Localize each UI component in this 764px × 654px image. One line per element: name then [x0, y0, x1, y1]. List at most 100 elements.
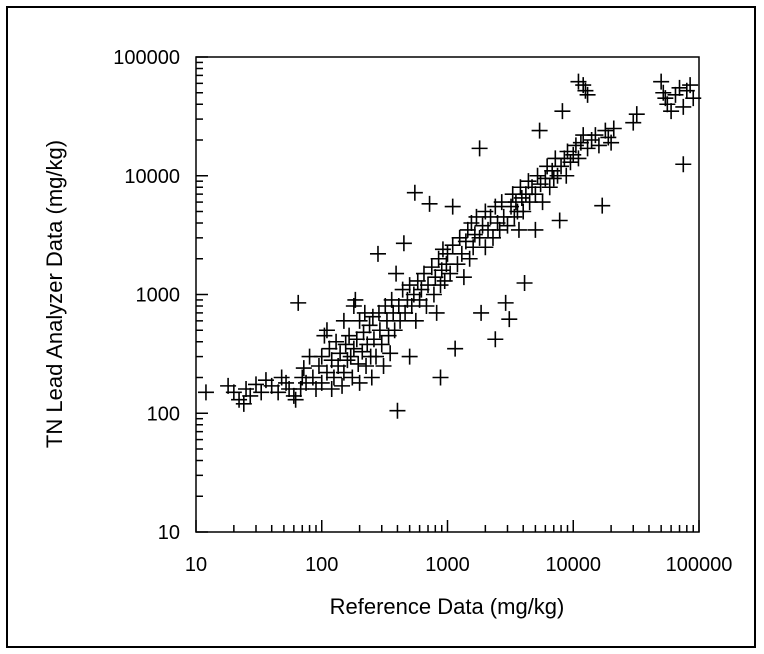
data-point: [579, 86, 596, 103]
data-point: [570, 73, 587, 90]
data-point: [461, 250, 478, 267]
x-tick-label: 10: [185, 554, 207, 576]
y-tick-label: 1000: [136, 285, 181, 307]
data-point: [484, 229, 501, 246]
data-points: [197, 73, 702, 419]
y-tick-label: 100: [147, 403, 180, 425]
data-point: [531, 122, 548, 139]
data-point: [554, 103, 571, 120]
data-point: [562, 154, 579, 171]
y-tick-label: 10: [158, 522, 180, 544]
data-point: [628, 106, 645, 123]
data-point: [358, 357, 375, 374]
data-point: [197, 384, 214, 401]
data-point: [394, 281, 411, 298]
data-point: [459, 221, 476, 238]
data-point: [395, 235, 412, 252]
data-point: [667, 86, 684, 103]
data-point: [328, 333, 345, 350]
data-point: [497, 294, 514, 311]
data-point: [444, 198, 461, 215]
data-point: [335, 364, 352, 381]
data-point: [527, 221, 544, 238]
chart-frame: [6, 6, 756, 648]
data-point: [605, 120, 622, 137]
data-point: [449, 256, 466, 273]
data-point: [425, 286, 442, 303]
data-point: [263, 377, 280, 394]
data-point: [332, 345, 349, 362]
data-point: [477, 239, 494, 256]
data-point: [447, 340, 464, 357]
data-point: [491, 221, 508, 238]
data-point: [325, 369, 342, 386]
data-point: [432, 277, 449, 294]
data-point: [468, 208, 485, 225]
data-point: [413, 281, 430, 298]
data-point: [455, 269, 472, 286]
data-point: [534, 194, 551, 211]
x-tick-label: 100: [305, 554, 338, 576]
data-point: [409, 272, 426, 289]
data-point: [389, 402, 406, 419]
data-point: [370, 304, 387, 321]
data-point: [285, 387, 302, 404]
x-tick-label: 1000: [425, 554, 470, 576]
data-point: [499, 217, 516, 234]
data-point: [587, 127, 604, 144]
data-point: [493, 194, 510, 211]
data-point: [471, 229, 488, 246]
data-point: [388, 265, 405, 282]
data-point: [545, 170, 562, 187]
x-tick-label: 10000: [545, 554, 601, 576]
data-point: [487, 331, 504, 348]
data-point: [401, 277, 418, 294]
data-point: [685, 90, 702, 107]
data-point: [337, 336, 354, 353]
data-point: [401, 348, 418, 365]
data-point: [577, 82, 594, 99]
data-point: [318, 322, 335, 339]
data-point: [347, 291, 364, 308]
data-point: [570, 150, 587, 167]
data-point: [386, 322, 403, 339]
data-point: [527, 186, 544, 203]
data-point: [361, 317, 378, 334]
data-point: [253, 384, 270, 401]
data-point: [290, 294, 307, 311]
x-tick-label: 100000: [666, 554, 733, 576]
data-point: [659, 96, 676, 113]
data-point: [351, 374, 368, 391]
data-point: [375, 357, 392, 374]
data-point: [335, 312, 352, 329]
data-point: [603, 134, 620, 151]
axis-ticks: [195, 56, 700, 533]
data-point: [597, 122, 614, 139]
y-tick-label: 10000: [124, 166, 180, 188]
data-point: [551, 212, 568, 229]
plot-area: [195, 56, 700, 533]
x-axis-label: Reference Data (mg/kg): [330, 594, 565, 619]
data-point: [313, 348, 330, 365]
data-point: [473, 304, 490, 321]
data-point: [342, 348, 359, 365]
data-point: [371, 322, 388, 339]
data-point: [675, 156, 692, 173]
data-point: [594, 197, 611, 214]
tick-labels: 10 100 1000 10000 100000 10 100 1000 10000 100000: [113, 47, 732, 576]
data-point: [510, 221, 527, 238]
data-point: [369, 245, 386, 262]
data-point: [406, 184, 423, 201]
data-point: [579, 140, 596, 157]
data-point: [295, 360, 312, 377]
data-point: [235, 395, 252, 412]
data-point: [501, 311, 518, 328]
data-point: [675, 98, 692, 115]
data-point: [356, 304, 373, 321]
y-axis-label: TN Lead Analyzer Data (mg/kg): [42, 140, 67, 448]
data-point: [625, 114, 642, 131]
data-point: [367, 348, 384, 365]
data-point: [407, 312, 424, 329]
data-point: [423, 259, 440, 276]
